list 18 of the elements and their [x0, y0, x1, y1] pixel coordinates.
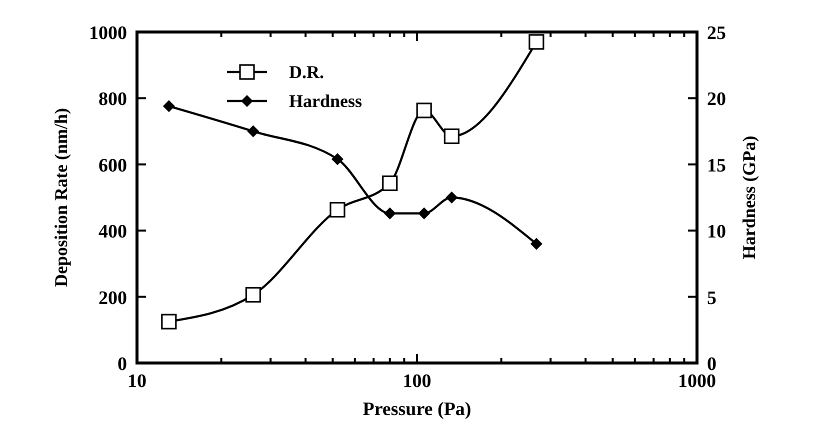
x-tick-label: 10 [128, 371, 146, 392]
y2-tick-label: 20 [707, 89, 726, 110]
y-tick-label: 0 [118, 354, 127, 375]
y2-tick-label: 15 [707, 155, 726, 176]
y2-axis-title: Hardness (GPa) [739, 136, 759, 260]
y-tick-label: 400 [98, 222, 127, 243]
y2-tick-label: 25 [707, 23, 726, 44]
y-tick-label: 600 [98, 155, 127, 176]
legend-label: D.R. [289, 62, 324, 82]
x-axis-title: Pressure (Pa) [362, 399, 472, 420]
y-tick-label: 800 [98, 89, 127, 110]
y2-tick-label: 10 [707, 222, 726, 243]
y-axis-title: Deposition Rate (nm/h) [51, 108, 71, 287]
legend-label: Hardness [289, 91, 362, 111]
y-tick-label: 200 [98, 288, 127, 309]
y-tick-label: 1000 [89, 23, 127, 44]
y2-tick-label: 5 [707, 288, 716, 309]
x-tick-label: 100 [402, 371, 432, 392]
